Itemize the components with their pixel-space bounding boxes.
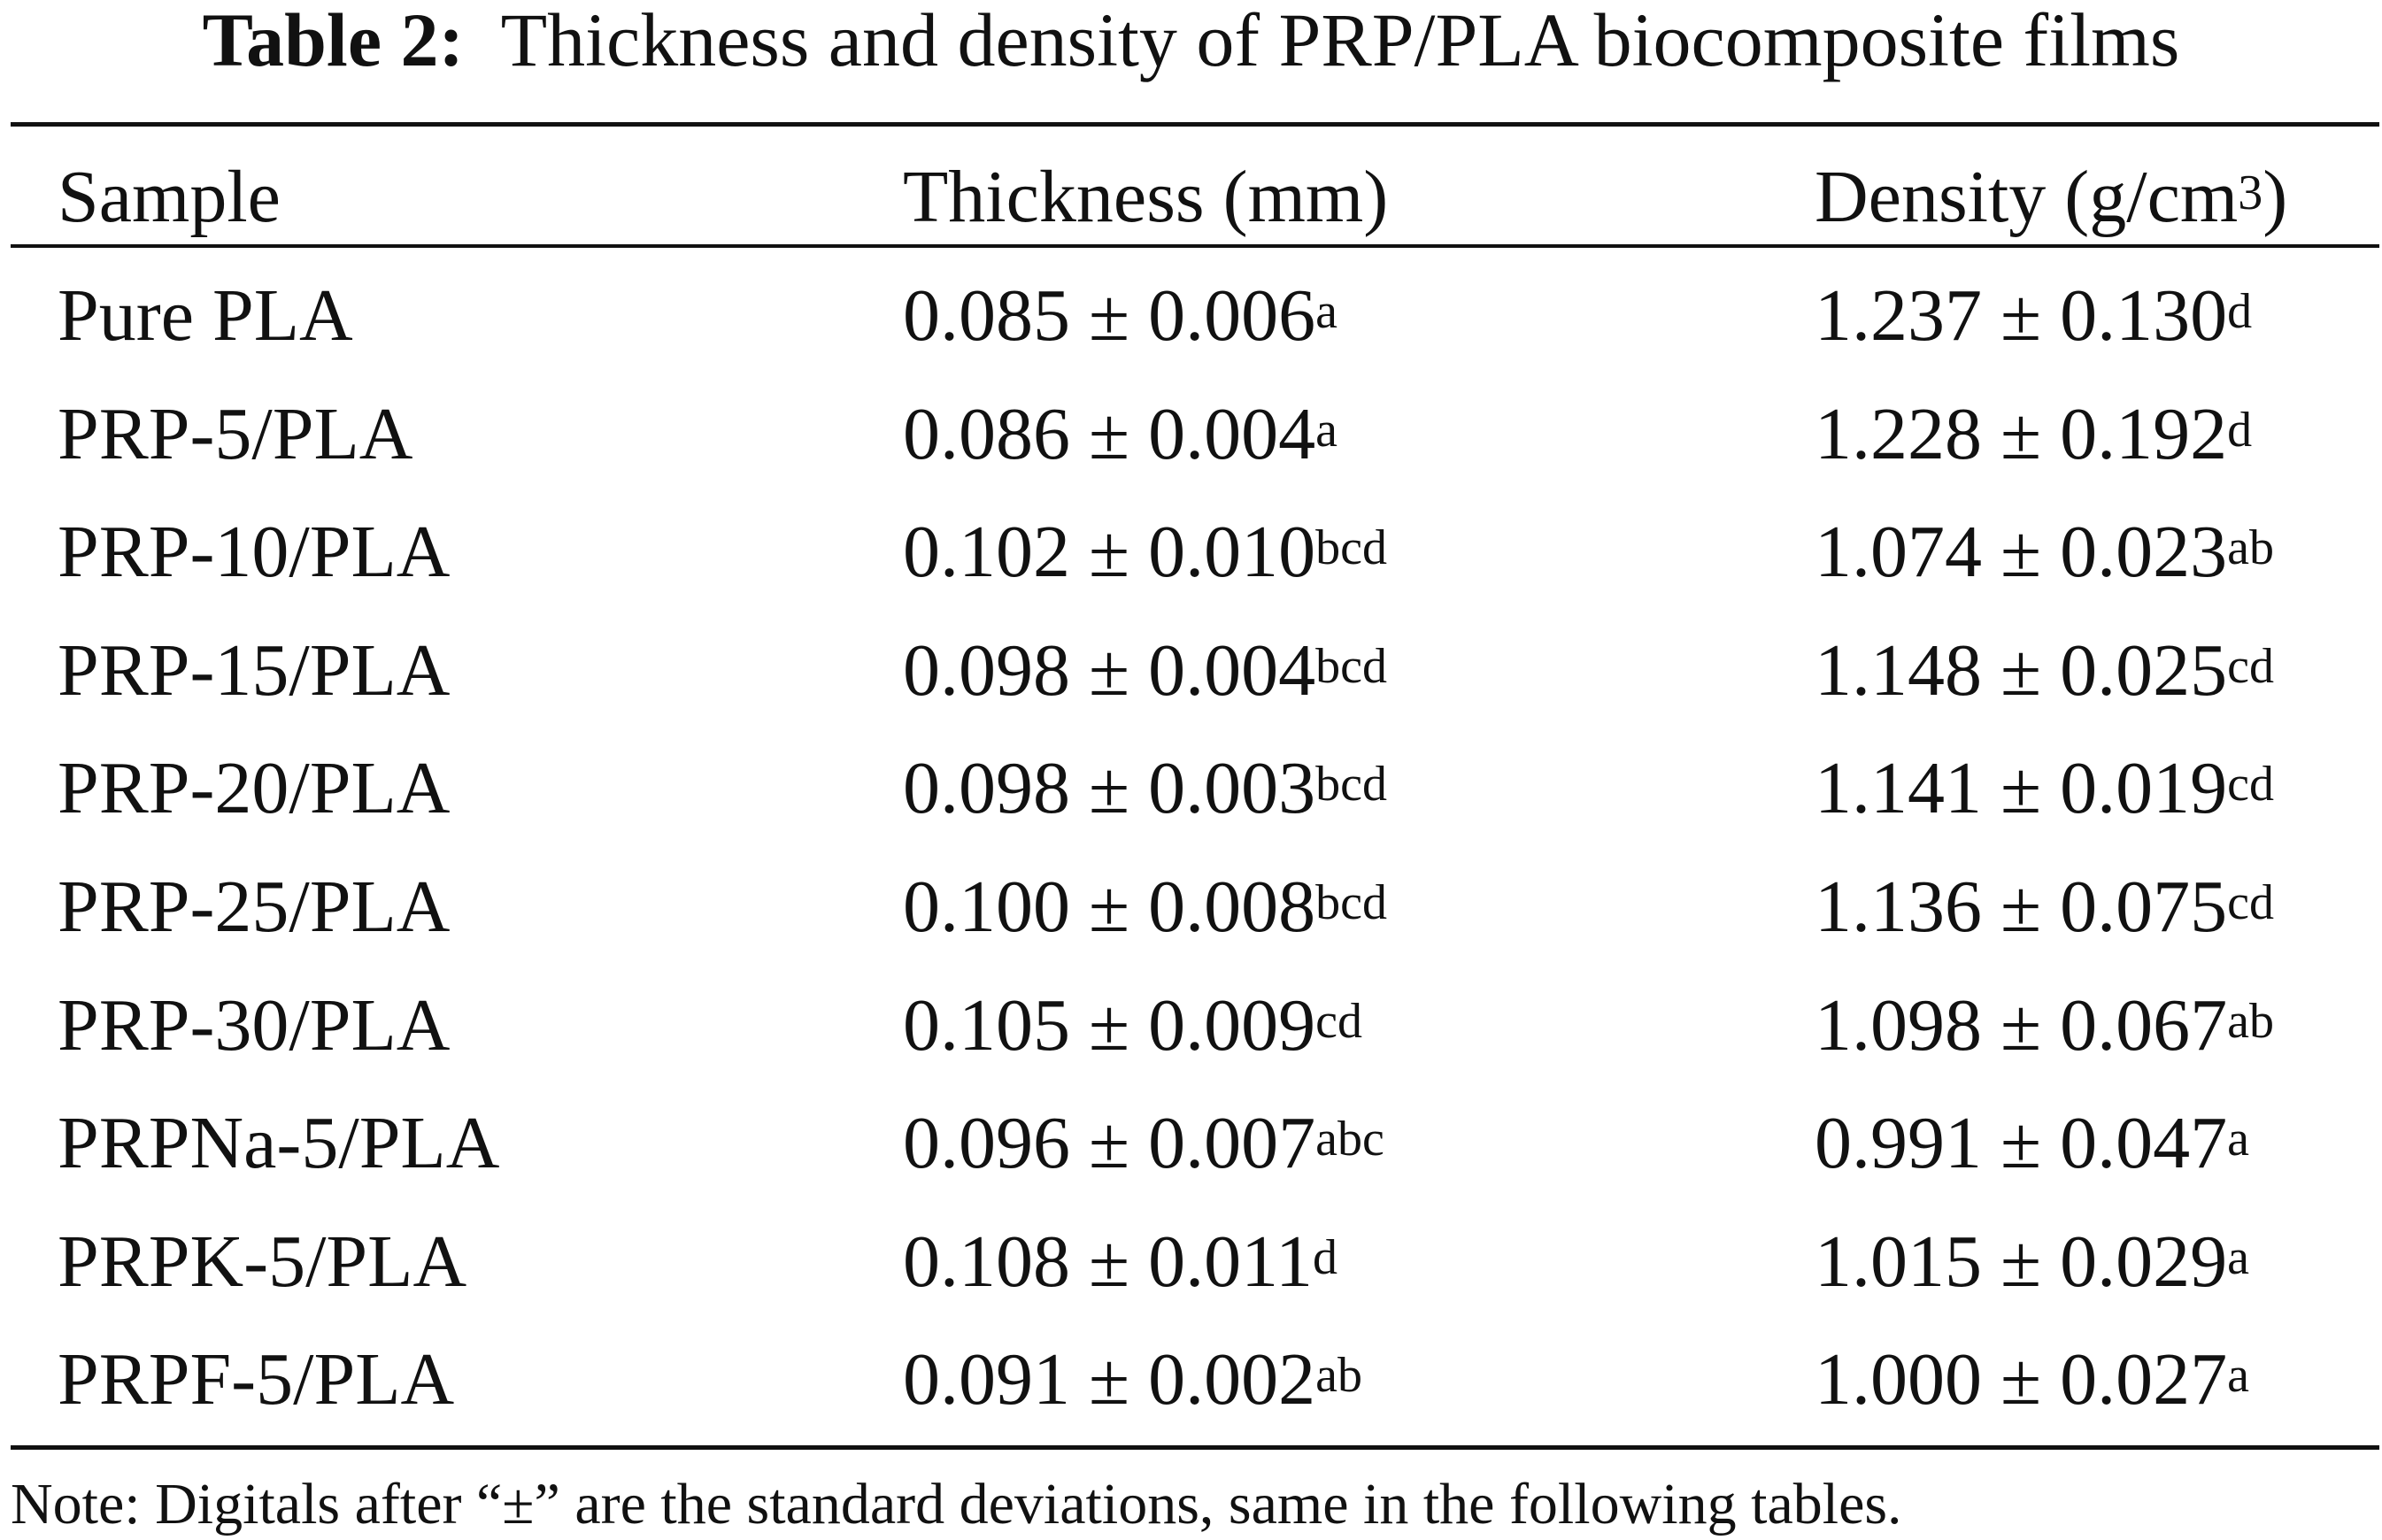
sample-cell: PRP-20/PLA bbox=[58, 747, 451, 830]
thickness-letters: bcd bbox=[1315, 875, 1387, 930]
thickness-value: 0.086 ± 0.004 bbox=[903, 392, 1316, 475]
thickness-cell: 0.086 ± 0.004a bbox=[903, 392, 1337, 475]
density-value: 1.015 ± 0.029 bbox=[1815, 1220, 2228, 1303]
header-density-sup: 3 bbox=[2238, 166, 2263, 220]
thickness-cell: 0.096 ± 0.007abc bbox=[903, 1104, 1384, 1183]
sample-cell: PRPF-5/PLA bbox=[58, 1338, 455, 1421]
header-density-close: ) bbox=[2263, 156, 2288, 238]
density-letters: cd bbox=[2227, 875, 2274, 930]
thickness-cell: 0.100 ± 0.008bcd bbox=[903, 867, 1387, 947]
thickness-cell: 0.098 ± 0.004bcd bbox=[903, 628, 1387, 712]
thickness-cell: 0.091 ± 0.002ab bbox=[903, 1340, 1362, 1420]
density-value: 1.228 ± 0.192 bbox=[1815, 392, 2228, 475]
table-title: Table 2: Thickness and density of PRP/PL… bbox=[0, 0, 2382, 89]
sample-cell: PRPNa-5/PLA bbox=[58, 1102, 500, 1185]
thickness-value: 0.102 ± 0.010 bbox=[903, 511, 1316, 594]
density-value: 1.000 ± 0.027 bbox=[1815, 1338, 2228, 1421]
thickness-cell: 0.105 ± 0.009cd bbox=[903, 983, 1362, 1066]
density-letters: a bbox=[2227, 1348, 2249, 1404]
thickness-cell: 0.102 ± 0.010bcd bbox=[903, 512, 1387, 592]
thickness-letters: cd bbox=[1315, 993, 1362, 1049]
density-letters: a bbox=[2227, 1112, 2249, 1167]
density-cell: 0.991 ± 0.047a bbox=[1815, 1104, 2249, 1183]
thickness-value: 0.098 ± 0.004 bbox=[903, 628, 1316, 712]
density-cell: 1.000 ± 0.027a bbox=[1815, 1340, 2249, 1420]
thickness-value: 0.098 ± 0.003 bbox=[903, 747, 1316, 830]
thickness-letters: abc bbox=[1315, 1112, 1384, 1167]
header-sample: Sample bbox=[58, 156, 281, 238]
header-density: Density (g/cm3) bbox=[1815, 158, 2287, 237]
thickness-value: 0.096 ± 0.007 bbox=[903, 1102, 1316, 1185]
density-letters: a bbox=[2227, 1229, 2249, 1285]
density-value: 1.098 ± 0.067 bbox=[1815, 983, 2228, 1066]
sample-cell: PRP-10/PLA bbox=[58, 511, 451, 594]
sample-cell: PRP-30/PLA bbox=[58, 983, 451, 1066]
header-rule bbox=[11, 244, 2379, 248]
top-rule bbox=[11, 122, 2379, 127]
density-letters: d bbox=[2227, 402, 2253, 458]
density-letters: cd bbox=[2227, 638, 2274, 694]
table-note: Note: Digitals after “±” are the standar… bbox=[11, 1472, 1902, 1536]
density-letters: d bbox=[2227, 284, 2253, 339]
sample-cell: PRP-25/PLA bbox=[58, 866, 451, 948]
density-letters: ab bbox=[2227, 520, 2274, 576]
density-cell: 1.237 ± 0.130d bbox=[1815, 276, 2252, 356]
thickness-cell: 0.108 ± 0.011d bbox=[903, 1220, 1337, 1303]
density-value: 0.991 ± 0.047 bbox=[1815, 1102, 2228, 1185]
density-cell: 1.098 ± 0.067ab bbox=[1815, 983, 2274, 1066]
sample-cell: PRP-5/PLA bbox=[58, 392, 413, 475]
thickness-letters: a bbox=[1315, 402, 1337, 458]
thickness-value: 0.100 ± 0.008 bbox=[903, 866, 1316, 948]
table-caption: Thickness and density of PRP/PLA biocomp… bbox=[500, 0, 2180, 82]
thickness-cell: 0.085 ± 0.006a bbox=[903, 276, 1337, 356]
density-cell: 1.015 ± 0.029a bbox=[1815, 1220, 2249, 1303]
density-letters: cd bbox=[2227, 757, 2274, 812]
density-cell: 1.148 ± 0.025cd bbox=[1815, 628, 2274, 712]
thickness-letters: bcd bbox=[1315, 757, 1387, 812]
density-value: 1.074 ± 0.023 bbox=[1815, 511, 2228, 594]
thickness-value: 0.105 ± 0.009 bbox=[903, 983, 1316, 1066]
sample-cell: PRP-15/PLA bbox=[58, 628, 451, 712]
thickness-value: 0.091 ± 0.002 bbox=[903, 1338, 1316, 1421]
thickness-letters: d bbox=[1312, 1229, 1337, 1285]
density-cell: 1.141 ± 0.019cd bbox=[1815, 749, 2274, 828]
thickness-value: 0.108 ± 0.011 bbox=[903, 1220, 1313, 1303]
thickness-letters: bcd bbox=[1315, 520, 1387, 576]
table-label: Table 2: bbox=[202, 0, 465, 82]
thickness-value: 0.085 ± 0.006 bbox=[903, 274, 1316, 357]
density-letters: ab bbox=[2227, 993, 2274, 1049]
density-value: 1.148 ± 0.025 bbox=[1815, 628, 2228, 712]
density-cell: 1.074 ± 0.023ab bbox=[1815, 512, 2274, 592]
sample-cell: PRPK-5/PLA bbox=[58, 1220, 467, 1303]
density-value: 1.237 ± 0.130 bbox=[1815, 274, 2228, 357]
bottom-rule bbox=[11, 1445, 2379, 1450]
density-value: 1.141 ± 0.019 bbox=[1815, 747, 2228, 830]
sample-cell: Pure PLA bbox=[58, 274, 353, 357]
thickness-letters: bcd bbox=[1315, 638, 1387, 694]
header-density-text: Density (g/cm bbox=[1815, 156, 2239, 238]
density-cell: 1.228 ± 0.192d bbox=[1815, 392, 2253, 475]
density-value: 1.136 ± 0.075 bbox=[1815, 866, 2228, 948]
thickness-cell: 0.098 ± 0.003bcd bbox=[903, 749, 1387, 828]
density-cell: 1.136 ± 0.075cd bbox=[1815, 867, 2274, 947]
thickness-letters: ab bbox=[1315, 1348, 1362, 1404]
thickness-letters: a bbox=[1315, 284, 1337, 339]
header-thickness: Thickness (mm) bbox=[903, 156, 1389, 238]
